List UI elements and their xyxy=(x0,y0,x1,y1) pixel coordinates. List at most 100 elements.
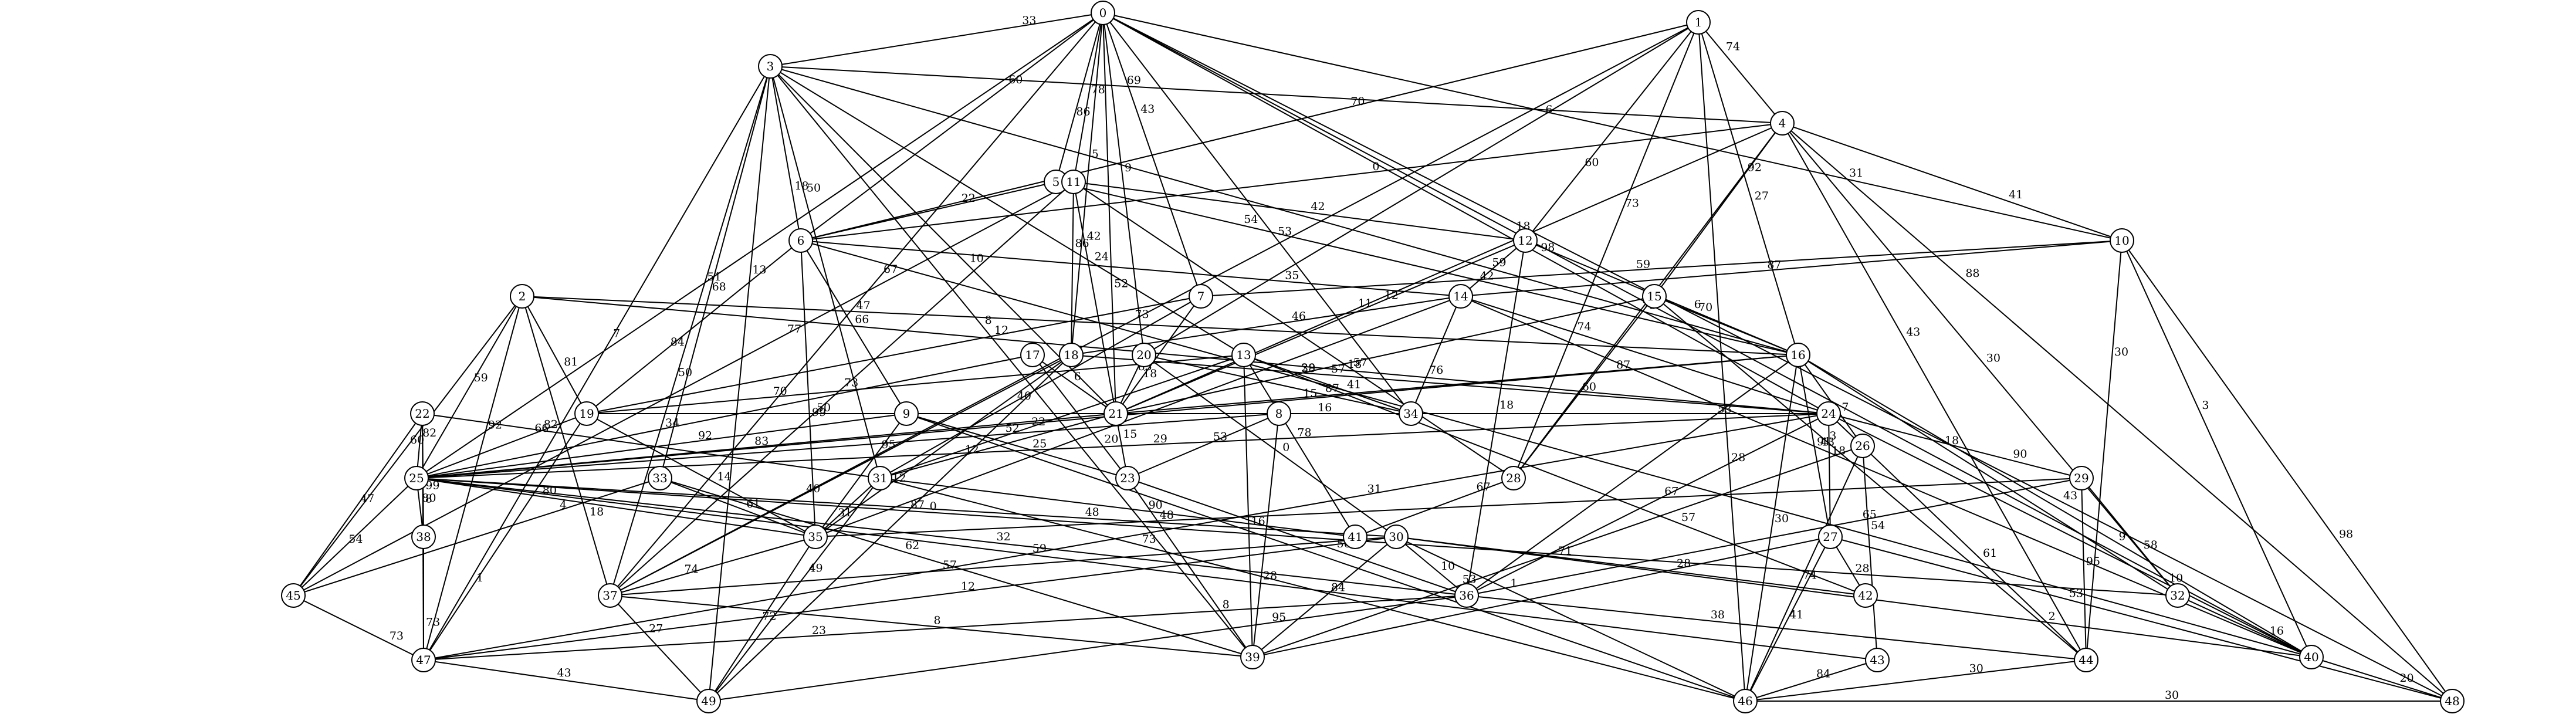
graph-node-46: 46 xyxy=(1733,689,1758,713)
edge-weight-25-43: 59 xyxy=(1033,542,1047,555)
edge-weight-3-13: 24 xyxy=(1095,251,1109,263)
edge-weight-0-20: 9 xyxy=(1125,161,1132,174)
graph-node-label: 15 xyxy=(1647,289,1661,303)
edge-33-45 xyxy=(293,478,661,596)
edge-11-12 xyxy=(1073,181,1526,241)
edge-44-46 xyxy=(1745,659,2087,702)
edge-weight-19-21: 50 xyxy=(817,401,831,414)
graph-node-label: 4 xyxy=(1779,116,1786,130)
edge-35-49 xyxy=(708,536,816,702)
edge-weight-13-34: 38 xyxy=(1301,362,1315,375)
edge-2-24 xyxy=(522,296,1829,414)
graph-node-circle xyxy=(1384,524,1409,549)
edge-10-40 xyxy=(2121,240,2312,658)
edge-3-6 xyxy=(770,66,801,241)
graph-node-label: 19 xyxy=(579,407,594,421)
edge-weight-22-31: 82 xyxy=(544,418,558,431)
graph-node-label: 49 xyxy=(701,694,716,708)
edge-weight-17-21: 6 xyxy=(1074,370,1081,383)
edge-31-46 xyxy=(879,478,1746,702)
edge-weight-29-35: 48 xyxy=(1160,509,1174,522)
edge-weight-37-49: 27 xyxy=(649,622,663,635)
graph-node-label: 28 xyxy=(1506,471,1521,485)
graph-node-label: 16 xyxy=(1790,348,1805,362)
edge-weight-22-25: 82 xyxy=(422,427,436,439)
graph-node-circle xyxy=(2110,228,2134,253)
graph-node-label: 10 xyxy=(2114,234,2129,248)
graph-node-circle xyxy=(1059,343,1084,367)
edge-weight-3-39: 8 xyxy=(985,314,992,327)
graph-node-label: 13 xyxy=(1236,348,1251,362)
edge-weight-32-40: 16 xyxy=(2270,624,2284,637)
graph-node-circle xyxy=(696,689,721,713)
graph-node-label: 27 xyxy=(1823,530,1837,544)
edge-weight-18-24: 57 xyxy=(1331,363,1345,375)
edge-24-44 xyxy=(1828,413,2087,661)
graph-node-44: 44 xyxy=(2074,648,2098,672)
edge-weight-2-16: 47 xyxy=(857,299,871,312)
edge-10-48 xyxy=(2121,240,2453,702)
edge-weight-2-45: 60 xyxy=(410,434,424,446)
edge-17-21 xyxy=(1032,354,1116,414)
graph-node-12: 12 xyxy=(1513,228,1538,253)
graph-node-circle xyxy=(1115,466,1140,490)
graph-node-circle xyxy=(1865,648,1890,672)
edge-weight-19-25: 66 xyxy=(534,422,549,435)
graph-node-33: 33 xyxy=(648,466,672,490)
edge-13-34 xyxy=(1243,354,1411,414)
edge-weight-9-23: 25 xyxy=(1033,438,1047,451)
edge-weight-11-21: 42 xyxy=(1087,230,1101,243)
edge-weight-12-14: 42 xyxy=(1480,269,1494,282)
edge-weight-13-39: 16 xyxy=(1251,515,1265,528)
graph-node-31: 31 xyxy=(868,466,892,490)
edge-weight-10-48: 98 xyxy=(2339,527,2353,540)
edge-30-36 xyxy=(1396,536,1467,596)
edge-weight-3-6: 18 xyxy=(794,180,808,192)
edge-0-24 xyxy=(1102,12,1829,414)
edge-3-31 xyxy=(770,66,881,479)
graph-node-label: 23 xyxy=(1120,471,1135,485)
graph-node-circle xyxy=(2074,648,2098,672)
edge-18-49 xyxy=(708,354,1072,702)
edge-weight-47-49: 43 xyxy=(557,666,571,679)
edge-weight-11-28: 57 xyxy=(1353,356,1367,369)
graph-node-41: 41 xyxy=(1343,524,1367,549)
graph-node-circle xyxy=(1343,524,1367,549)
edge-weight-0-10: 31 xyxy=(1849,167,1863,180)
edge-weight-10-14: 87 xyxy=(1767,258,1781,271)
edge-weight-25-35: 80 xyxy=(543,484,557,497)
graph-node-32: 32 xyxy=(2165,583,2190,608)
edge-weight-20-30: 0 xyxy=(1282,441,1289,454)
edge-weight-6-40: 41 xyxy=(1347,378,1361,391)
edge-weight-4-48: 88 xyxy=(1965,267,1979,280)
graph-node-circle xyxy=(1240,645,1265,669)
edge-25-30 xyxy=(416,478,1397,537)
graph-node-label: 42 xyxy=(1858,588,1873,603)
edge-weight-1-28: 73 xyxy=(1625,197,1639,210)
graph-node-circle xyxy=(1454,583,1479,608)
graph-node-10: 10 xyxy=(2110,228,2134,253)
edge-weight-8-23: 53 xyxy=(1213,431,1227,444)
edge-30-39 xyxy=(1252,536,1397,658)
graph-node-17: 17 xyxy=(1020,343,1045,367)
edge-29-32 xyxy=(2081,478,2178,596)
edge-weight-2-37: 18 xyxy=(590,505,604,518)
edge-weight-27-46: 41 xyxy=(1789,608,1803,621)
edge-27-39 xyxy=(1252,536,1831,658)
edge-weight-24-27: 18 xyxy=(1832,445,1846,458)
graph-node-circle xyxy=(1642,284,1667,309)
edge-18-24 xyxy=(1071,354,1829,414)
edge-1-16 xyxy=(1698,22,1799,356)
graph-node-18: 18 xyxy=(1059,343,1084,367)
edge-weight-14-34: 76 xyxy=(1429,364,1443,377)
graph-node-circle xyxy=(1816,401,1841,426)
graph-node-label: 31 xyxy=(872,471,887,485)
edge-weight-9-25: 92 xyxy=(698,429,712,442)
edge-weight-7-10: 59 xyxy=(1636,258,1650,270)
edge-26-39 xyxy=(1252,445,1863,658)
graph-node-label: 40 xyxy=(2304,650,2318,664)
edge-weight-13-41: 78 xyxy=(1297,427,1311,439)
edge-26-43 xyxy=(1862,445,1878,661)
